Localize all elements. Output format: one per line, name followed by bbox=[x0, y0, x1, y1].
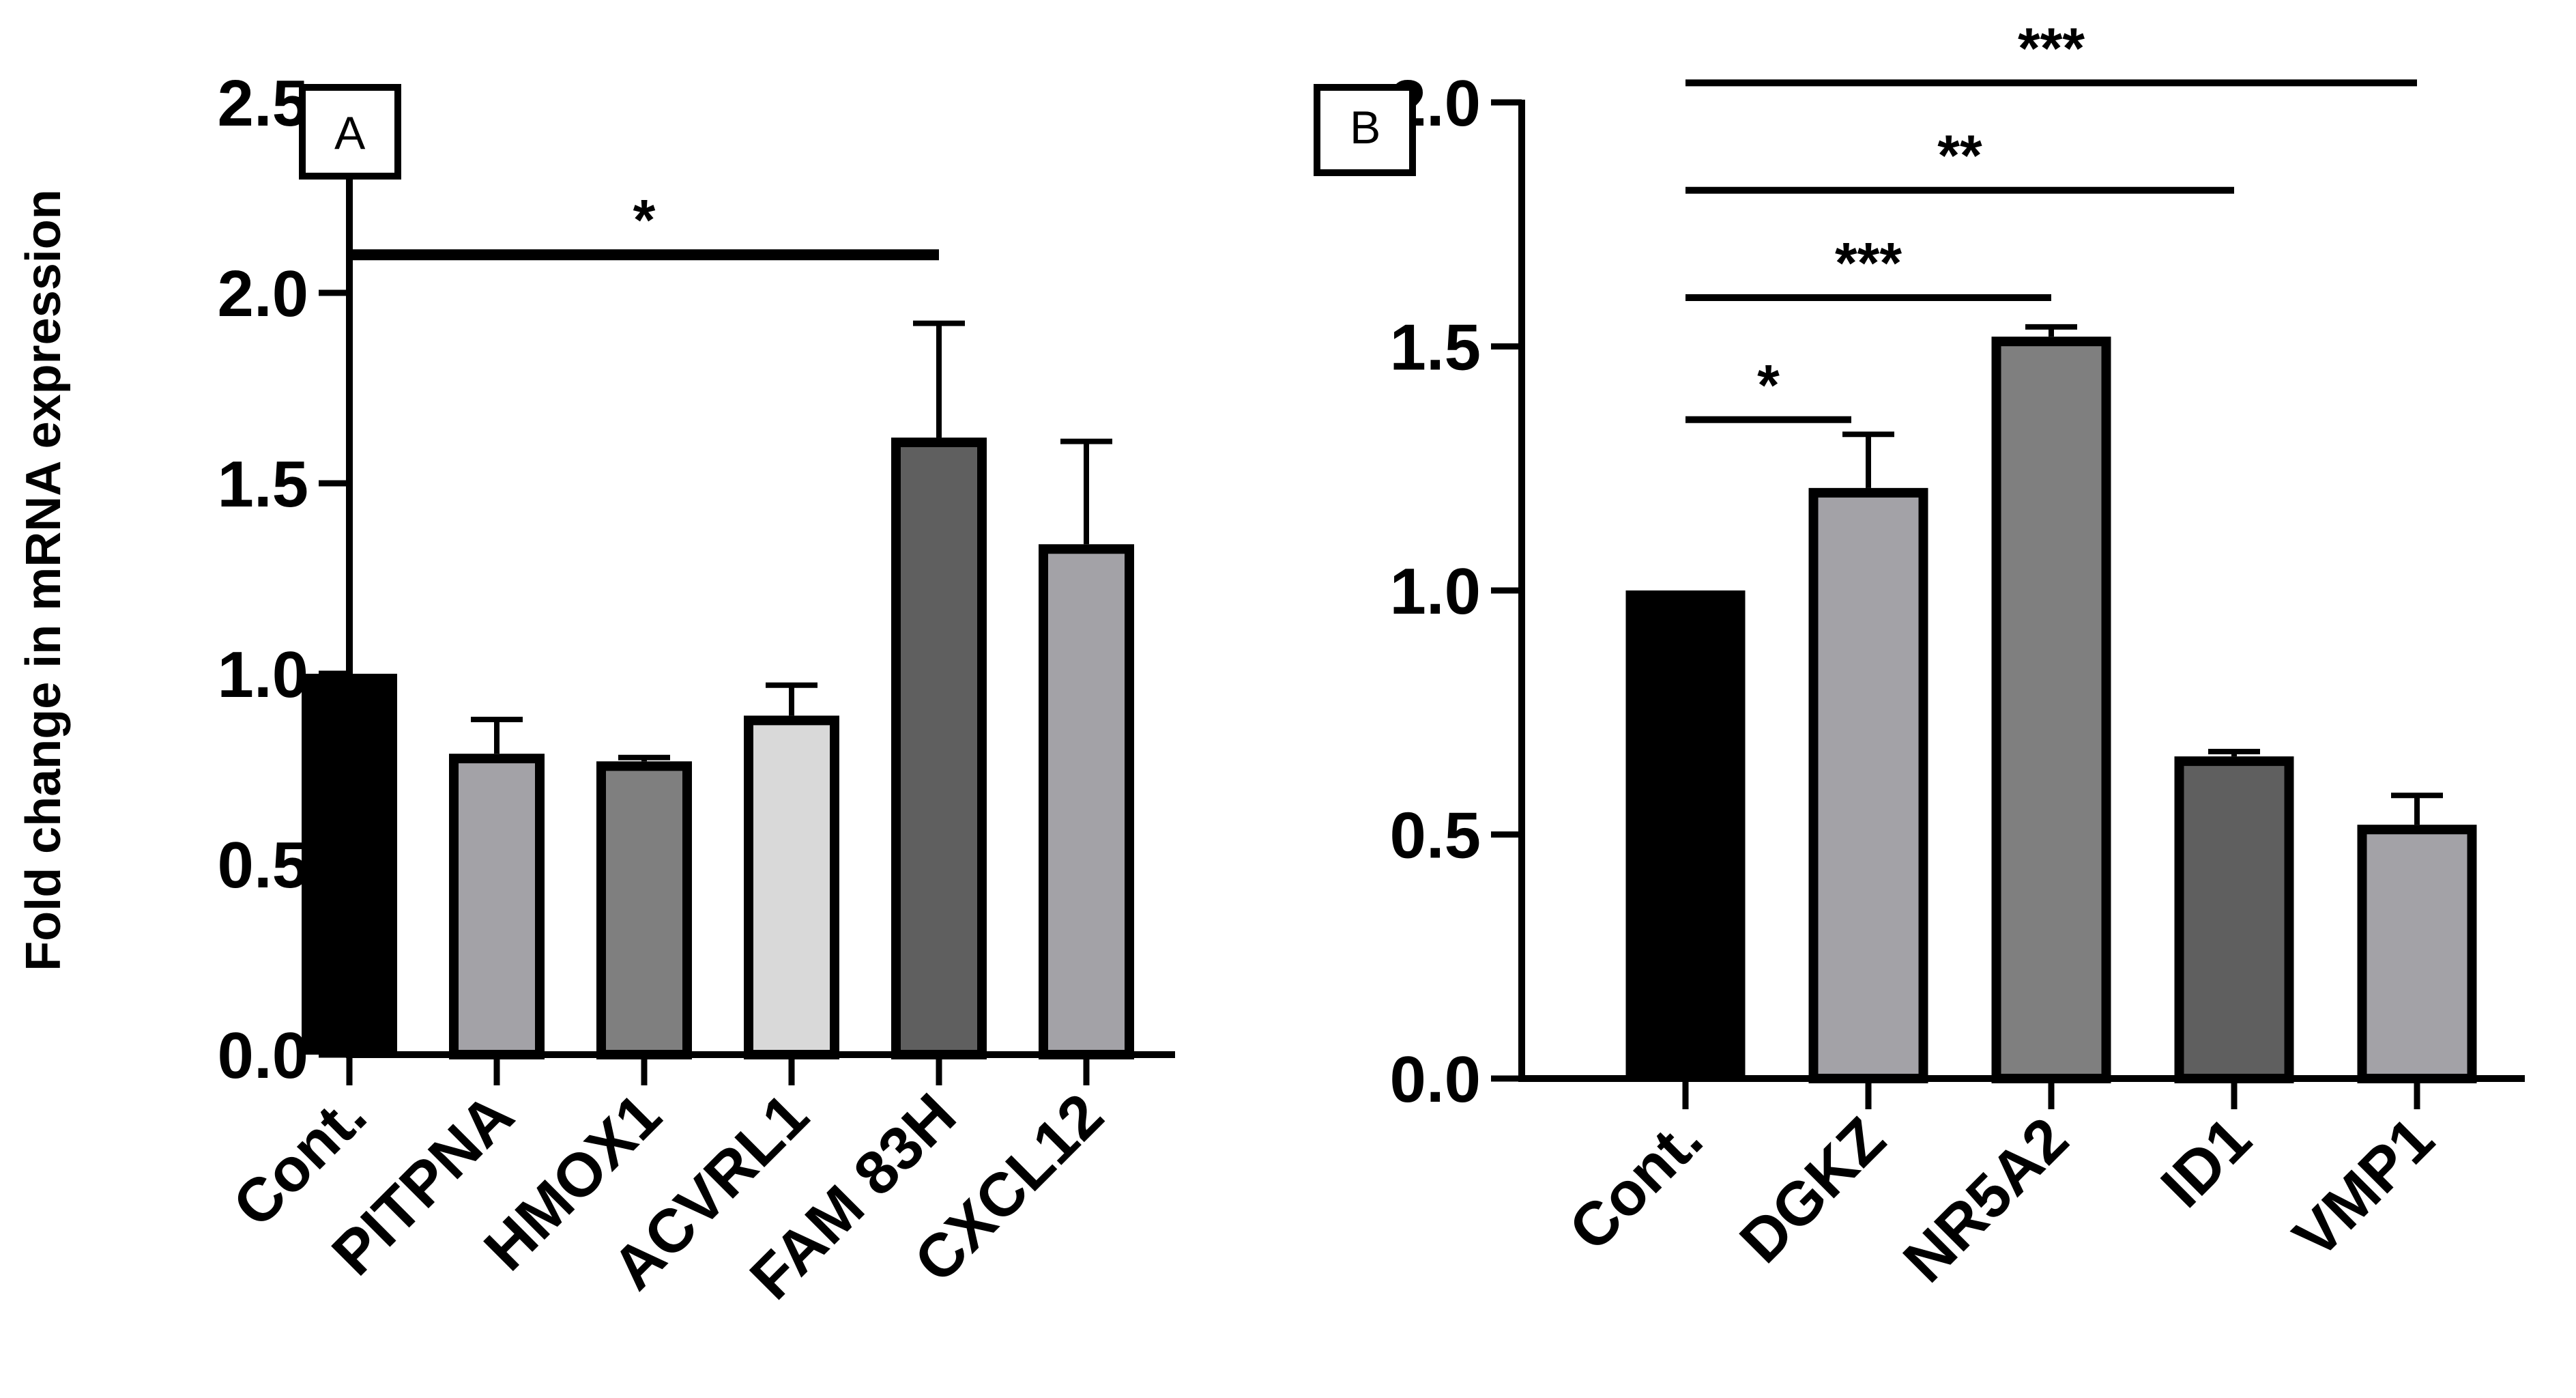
bar-dgkz bbox=[1808, 487, 1928, 1083]
x-category-label: Cont. bbox=[1557, 1104, 1716, 1264]
bar-id1 bbox=[2174, 756, 2294, 1083]
panel-label-box bbox=[299, 84, 401, 180]
significance-label: * bbox=[1757, 353, 1780, 417]
y-tick-label: 0.5 bbox=[218, 829, 308, 902]
bar-cont bbox=[302, 674, 397, 1055]
y-tick-label: 0.0 bbox=[218, 1019, 308, 1092]
y-axis-title: Fold change in mRNA expression bbox=[16, 189, 71, 971]
y-tick-label: 1.5 bbox=[218, 448, 308, 521]
bar-acvrl1 bbox=[744, 715, 839, 1059]
bar-cont bbox=[1625, 590, 1746, 1079]
bar-nr5a2 bbox=[1991, 337, 2111, 1084]
x-category-label: NR5A2 bbox=[1891, 1104, 2081, 1295]
panel-label: A bbox=[334, 107, 366, 159]
panel-a: 0.00.51.01.52.02.5Cont.PITPNAHMOX1ACVRL1… bbox=[16, 67, 1175, 1313]
significance-label: *** bbox=[1835, 231, 1902, 295]
panel-label: B bbox=[1350, 102, 1380, 154]
y-tick-label: 1.0 bbox=[1390, 555, 1481, 628]
y-tick-label: 2.0 bbox=[218, 257, 308, 330]
y-tick-label: 0.5 bbox=[1390, 799, 1481, 872]
significance-label: * bbox=[633, 188, 656, 252]
bar-fam-83h bbox=[891, 438, 987, 1059]
bar-pitpna bbox=[449, 754, 545, 1060]
x-category-label: DGKZ bbox=[1727, 1104, 1898, 1276]
panel-label-box bbox=[1314, 84, 1416, 176]
y-tick-label: 0.0 bbox=[1390, 1043, 1481, 1116]
bar-vmp1 bbox=[2357, 825, 2477, 1083]
bar-cxcl12 bbox=[1039, 544, 1134, 1059]
y-tick-label: 1.5 bbox=[1390, 311, 1481, 384]
bar-hmox1 bbox=[596, 761, 692, 1059]
significance-label: ** bbox=[1937, 124, 1982, 188]
y-tick-label: 1.0 bbox=[218, 638, 308, 711]
significance-label: *** bbox=[2018, 16, 2085, 80]
x-category-label: ID1 bbox=[2148, 1104, 2264, 1221]
y-tick-label: 2.5 bbox=[218, 67, 308, 140]
x-category-label: VMP1 bbox=[2281, 1104, 2447, 1271]
